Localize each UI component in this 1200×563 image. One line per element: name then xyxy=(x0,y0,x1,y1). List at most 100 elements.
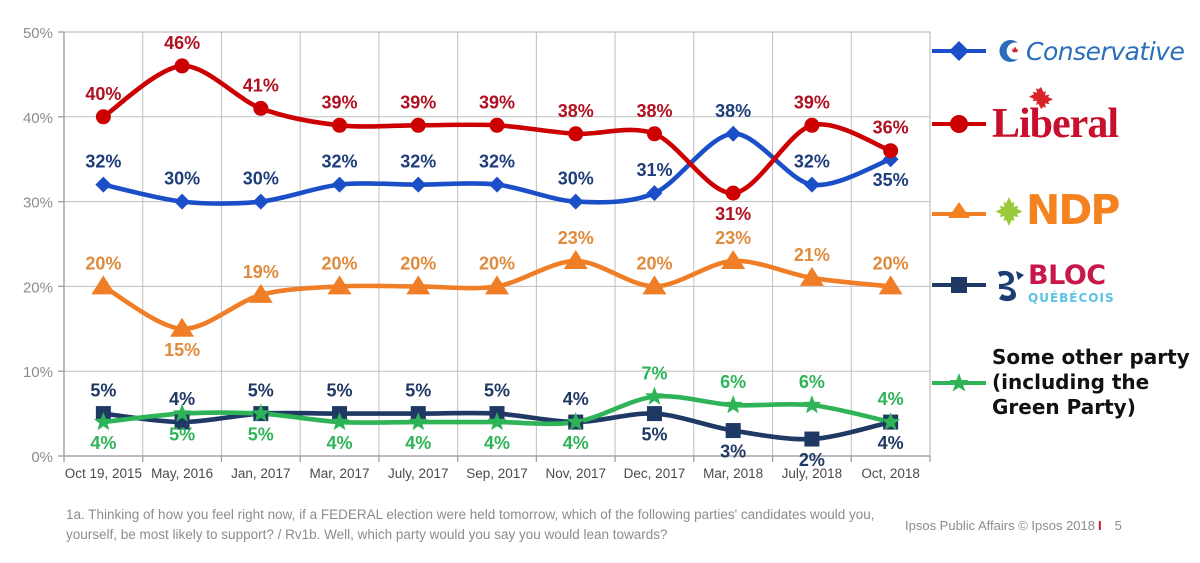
data-label: 40% xyxy=(85,84,121,104)
data-label: 19% xyxy=(243,262,279,282)
data-label: 20% xyxy=(873,253,909,273)
credit-text: Ipsos Public Affairs © Ipsos 2018 xyxy=(905,518,1095,533)
data-label: 5% xyxy=(484,381,510,401)
x-axis-tick-label: July, 2017 xyxy=(388,466,449,481)
data-point-marker xyxy=(802,395,822,414)
data-point-marker xyxy=(252,193,269,210)
x-axis-tick-label: July, 2018 xyxy=(782,466,843,481)
legend-label-ndp: NDP xyxy=(992,190,1120,231)
legend-item-liberal[interactable]: Liberal xyxy=(930,87,1119,145)
y-axis-tick-label: 10% xyxy=(23,364,53,381)
data-point-marker xyxy=(487,412,507,431)
y-axis-tick-label: 30% xyxy=(23,195,53,212)
data-label: 4% xyxy=(405,433,431,453)
x-axis-tick-label: Nov, 2017 xyxy=(545,466,606,481)
data-label: 38% xyxy=(636,101,672,121)
data-point-marker xyxy=(174,193,191,210)
data-label: 5% xyxy=(248,425,274,445)
data-label: 7% xyxy=(641,364,667,384)
data-label: 23% xyxy=(558,228,594,248)
data-label: 41% xyxy=(243,75,279,95)
data-label: 39% xyxy=(322,92,358,112)
data-point-marker xyxy=(646,185,663,202)
x-axis-tick-label: Dec, 2017 xyxy=(624,466,686,481)
data-point-marker xyxy=(408,412,428,431)
page-number: 5 xyxy=(1114,518,1122,533)
data-label: 4% xyxy=(563,433,589,453)
data-label: 5% xyxy=(248,381,274,401)
data-label: 20% xyxy=(479,253,515,273)
data-label: 38% xyxy=(715,101,751,121)
data-point-marker xyxy=(253,100,269,116)
data-label: 32% xyxy=(794,152,830,172)
legend-label-conservative: Conservative xyxy=(992,34,1185,68)
legend-marker-bloc xyxy=(930,272,988,298)
data-label: 5% xyxy=(641,425,667,445)
data-point-marker xyxy=(251,403,271,422)
data-point-marker xyxy=(174,58,190,74)
legend-marker-other-party xyxy=(930,370,988,396)
data-point-marker xyxy=(804,117,820,133)
chart-credit: Ipsos Public Affairs © Ipsos 2018 I 5 xyxy=(905,518,1122,533)
data-point-marker xyxy=(406,275,431,295)
data-point-marker xyxy=(567,193,584,210)
data-label: 20% xyxy=(636,253,672,273)
data-label: 5% xyxy=(405,381,431,401)
legend-item-bloc[interactable]: BLOC QUÉBÉCOIS xyxy=(930,262,1115,307)
data-label: 2% xyxy=(799,450,825,470)
legend-label-other-party: Some other party (including the Green Pa… xyxy=(992,345,1190,419)
legend-marker-conservative xyxy=(930,38,988,64)
data-label: 38% xyxy=(558,101,594,121)
x-axis-tick-label: Oct, 2018 xyxy=(861,466,920,481)
data-label: 15% xyxy=(164,340,200,360)
data-label: 31% xyxy=(636,160,672,180)
data-label: 20% xyxy=(400,253,436,273)
data-point-marker xyxy=(95,176,112,193)
series-line-conservative xyxy=(101,131,893,206)
data-label: 4% xyxy=(327,433,353,453)
data-label: 5% xyxy=(90,381,116,401)
data-point-marker xyxy=(878,275,903,295)
data-point-marker xyxy=(725,185,741,201)
data-label: 30% xyxy=(243,169,279,189)
data-point-marker xyxy=(725,125,742,142)
data-point-marker xyxy=(721,249,746,269)
data-point-marker xyxy=(646,126,662,142)
data-point-marker xyxy=(485,275,509,295)
x-axis-tick-label: Mar, 2018 xyxy=(703,466,763,481)
data-point-marker xyxy=(804,431,820,447)
data-label: 32% xyxy=(322,152,358,172)
data-label: 23% xyxy=(715,228,751,248)
data-label: 32% xyxy=(400,152,436,172)
data-point-marker xyxy=(91,275,116,295)
bloc-quebecois-logo-icon xyxy=(998,270,1024,302)
data-label: 39% xyxy=(479,92,515,112)
x-axis-tick-label: Sep, 2017 xyxy=(466,466,528,481)
data-point-marker xyxy=(331,176,348,193)
legend-item-conservative[interactable]: Conservative xyxy=(930,34,1185,68)
data-point-marker xyxy=(723,395,743,414)
data-point-marker xyxy=(330,412,350,431)
data-label: 39% xyxy=(400,92,436,112)
series-line-liberal xyxy=(101,63,893,196)
credit-separator: I xyxy=(1098,518,1102,533)
data-point-marker xyxy=(489,117,505,133)
data-point-marker xyxy=(646,406,662,422)
legend-item-ndp[interactable]: NDP xyxy=(930,190,1120,231)
maple-leaf-icon xyxy=(1029,87,1053,109)
data-label: 20% xyxy=(85,253,121,273)
data-point-marker xyxy=(799,266,824,286)
data-label: 35% xyxy=(873,170,909,190)
y-axis-tick-label: 40% xyxy=(23,110,53,127)
data-point-marker xyxy=(883,143,899,159)
plot-border xyxy=(63,31,931,457)
data-label: 20% xyxy=(322,253,358,273)
data-label: 32% xyxy=(479,152,515,172)
data-label: 5% xyxy=(327,381,353,401)
data-label: 4% xyxy=(484,433,510,453)
legend-item-other-party[interactable]: Some other party (including the Green Pa… xyxy=(930,345,1192,420)
data-point-marker xyxy=(568,126,584,142)
legend-marker-liberal xyxy=(930,111,988,137)
data-label: 32% xyxy=(85,152,121,172)
data-point-marker xyxy=(332,117,348,133)
